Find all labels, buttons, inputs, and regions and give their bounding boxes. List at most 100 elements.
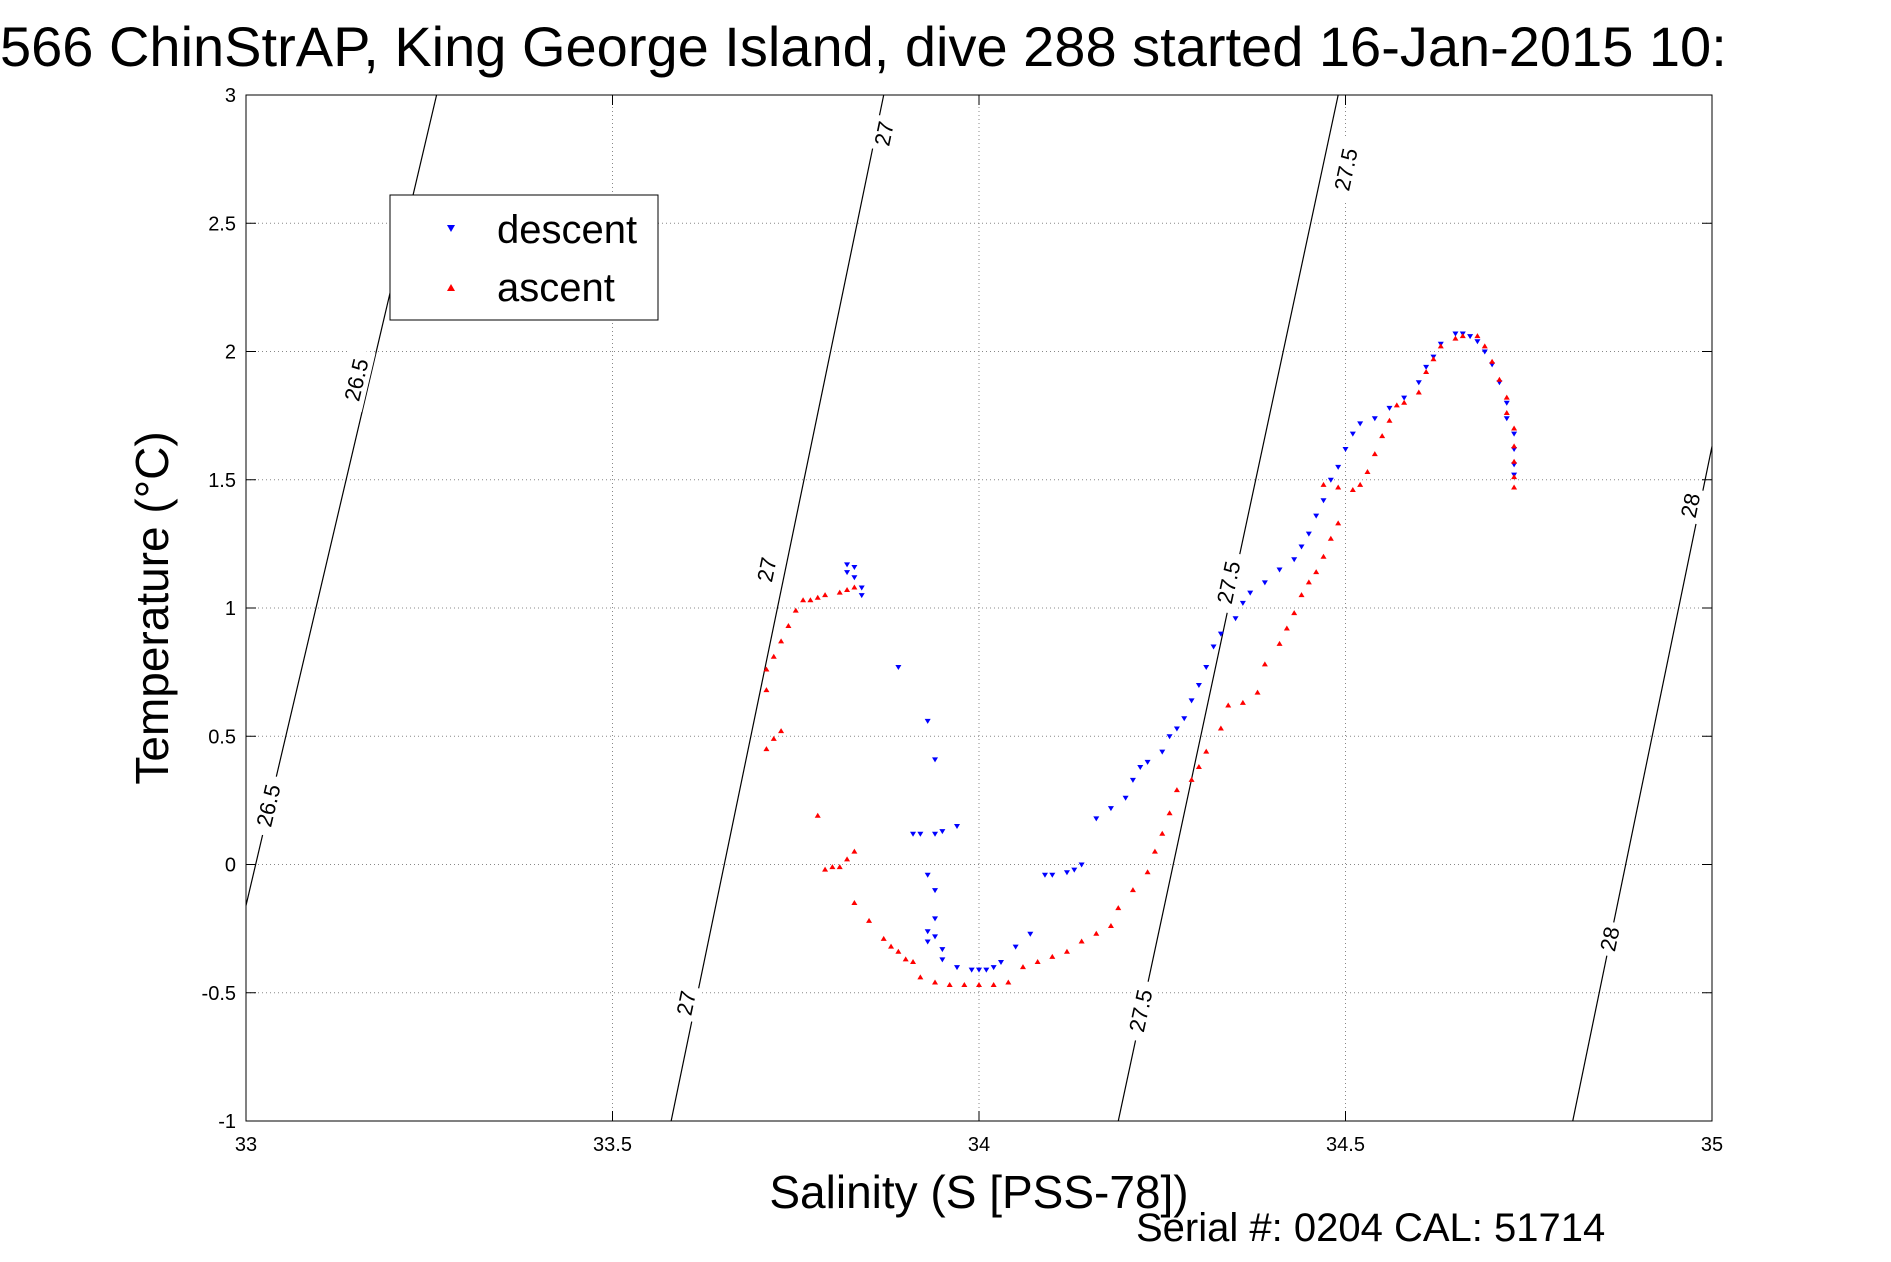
ascent-point-34	[990, 982, 997, 988]
descent-point-51	[1239, 600, 1246, 606]
legend-label-ascent: ascent	[497, 266, 615, 310]
isopycnal-label-bg	[1326, 137, 1365, 202]
isopycnal-label-bg	[1121, 978, 1160, 1043]
ascent-point-83	[1474, 333, 1481, 339]
ascent-point-18	[829, 864, 836, 870]
y-axis-label: Temperature (°C)	[126, 431, 178, 784]
legend-marker-descent	[447, 225, 455, 232]
descent-point-66	[1386, 405, 1393, 411]
ascent-point-73	[1379, 433, 1386, 439]
descent-point-67	[1401, 395, 1408, 401]
x-tick-label-0: 33	[235, 1134, 257, 1156]
ascent-point-33	[976, 982, 982, 988]
descent-point-56	[1298, 544, 1305, 550]
ascent-point-17	[822, 866, 829, 872]
series-ascent	[763, 333, 1518, 988]
descent-point-19	[924, 939, 931, 945]
legend-box	[389, 194, 659, 321]
isopycnal-label-bg	[248, 773, 288, 838]
legend-label-descent: descent	[497, 208, 637, 252]
ascent-point-11	[763, 666, 770, 672]
descent-point-57	[1305, 531, 1312, 537]
descent-point-30	[1041, 872, 1048, 878]
ascent-point-93	[1511, 484, 1518, 490]
ascent-point-16	[814, 812, 821, 818]
ascent-point-72	[1371, 451, 1378, 457]
descent-point-72	[1452, 331, 1459, 337]
ascent-point-91	[1511, 458, 1518, 464]
ascent-point-2	[836, 589, 843, 595]
descent-point-28	[1012, 944, 1019, 950]
descent-point-48	[1210, 644, 1217, 650]
ascent-point-24	[880, 935, 887, 941]
ascent-point-49	[1173, 787, 1180, 793]
ascent-point-30	[932, 979, 939, 985]
ascent-point-81	[1452, 335, 1459, 341]
descent-point-79	[1503, 400, 1510, 406]
x-tick-label-2: 34	[968, 1134, 990, 1156]
ascent-point-68	[1335, 484, 1342, 490]
descent-point-54	[1276, 567, 1283, 573]
ascent-point-1	[844, 587, 851, 593]
ascent-point-77	[1415, 389, 1422, 395]
descent-point-41	[1159, 749, 1166, 755]
legend: descent ascent	[389, 194, 659, 321]
ascent-point-36	[1019, 964, 1026, 970]
isopycnal-label-text: 27	[672, 989, 701, 1018]
descent-point-39	[1137, 765, 1144, 771]
axis-ticks: 33 33.5 34 34.5 35 -1 -0.5 0 0.5 1 1.5 2 2.5 3	[202, 85, 1724, 1156]
descent-point-74	[1467, 334, 1474, 340]
isopycnal-28-line	[1572, 446, 1713, 1122]
ascent-point-13	[778, 728, 785, 734]
ascent-point-88	[1503, 410, 1510, 416]
descent-point-24	[976, 967, 982, 973]
descent-point-69	[1423, 364, 1430, 370]
descent-point-45	[1188, 698, 1195, 704]
ascent-point-87	[1503, 394, 1510, 400]
ascent-point-61	[1298, 592, 1305, 598]
isopycnal-label-bg	[750, 550, 783, 589]
ascent-point-19	[836, 864, 843, 870]
isopycnal-label-8: 28	[1673, 486, 1707, 525]
data-series	[763, 331, 1518, 988]
isopycnal-label-text: 28	[1676, 491, 1705, 520]
descent-point-40	[1144, 759, 1151, 765]
descent-point-35	[1093, 816, 1100, 822]
descent-point-43	[1173, 726, 1180, 732]
descent-point-75	[1474, 339, 1481, 345]
descent-point-34	[1078, 862, 1085, 868]
ascent-point-40	[1078, 938, 1085, 944]
ascent-point-82	[1459, 333, 1466, 339]
ascent-point-64	[1320, 553, 1327, 559]
ascent-point-0	[851, 584, 858, 590]
ascent-point-54	[1225, 702, 1232, 708]
ascent-point-26	[895, 948, 902, 954]
descent-point-2	[844, 570, 851, 576]
descent-point-61	[1335, 464, 1342, 470]
legend-marker-ascent	[447, 284, 455, 291]
ascent-point-27	[902, 956, 909, 962]
isopycnal-label-bg	[1593, 919, 1626, 959]
ascent-point-46	[1151, 848, 1158, 854]
descent-point-26	[990, 965, 997, 971]
ascent-point-52	[1203, 748, 1210, 754]
ascent-point-14	[770, 735, 777, 741]
descent-point-7	[924, 718, 931, 724]
ascent-point-78	[1423, 369, 1430, 375]
isopycnal-label-9: 28	[1593, 919, 1626, 959]
descent-point-68	[1415, 380, 1422, 386]
y-tick-label-7: 2.5	[208, 213, 236, 235]
ascent-point-43	[1115, 905, 1122, 911]
descent-point-25	[983, 967, 990, 973]
isopycnal-label-4: 27	[669, 983, 702, 1023]
ascent-point-37	[1034, 958, 1041, 964]
ascent-point-10	[770, 653, 777, 659]
ascent-point-3	[822, 592, 829, 598]
ascent-point-15	[763, 746, 770, 752]
ascent-point-9	[778, 638, 785, 644]
ascent-point-25	[888, 943, 895, 949]
ascent-point-5	[807, 597, 814, 603]
descent-point-46	[1195, 682, 1202, 688]
ascent-point-56	[1254, 689, 1261, 695]
descent-point-15	[932, 888, 939, 894]
